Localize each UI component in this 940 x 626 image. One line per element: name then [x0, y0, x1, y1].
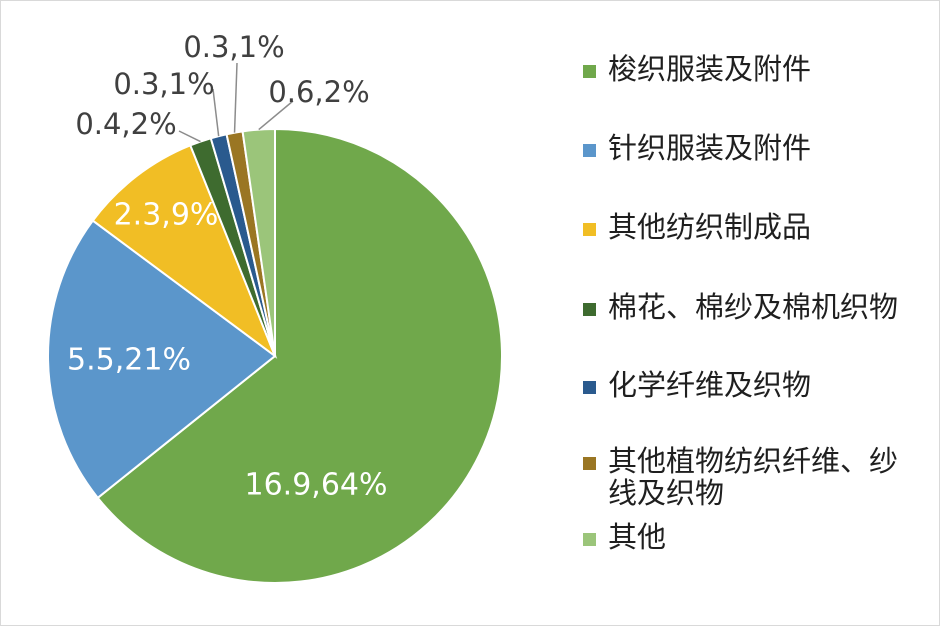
legend-item: 化学纤维及织物	[583, 369, 923, 401]
legend-item: 梭织服装及附件	[583, 53, 923, 85]
legend-swatch	[583, 457, 596, 470]
legend-item: 其他纺织制成品	[583, 211, 923, 243]
legend-item: 其他植物纺织纤维、纱线及织物	[583, 445, 923, 510]
leader-line	[212, 88, 220, 137]
leader-line	[233, 62, 238, 133]
legend-swatch	[583, 223, 596, 236]
legend-label: 其他纺织制成品	[608, 210, 812, 244]
leader-line	[258, 100, 294, 131]
data-labels: 16.9,64% 5.5,21% 2.3,9% 0.4,2% 0.3,1%0.3,1% 0…	[67, 30, 387, 503]
pie-slices	[47, 127, 503, 584]
legend-label: 针织服装及附件	[608, 131, 812, 165]
data-label: 0.6,2%	[268, 75, 369, 109]
legend-label: 棉花、棉纱及棉机织物	[608, 290, 899, 324]
pie-slice	[96, 127, 503, 584]
legend-swatch	[583, 533, 596, 546]
leader-lines	[178, 62, 294, 143]
legend-swatch	[583, 381, 596, 394]
legend-label: 梭织服装及附件	[608, 52, 812, 86]
data-label: 16.9,64%	[244, 468, 387, 503]
legend-swatch	[583, 65, 596, 78]
data-label: 0.3,1%	[183, 30, 284, 64]
legend-swatch	[583, 144, 596, 157]
legend-item: 针织服装及附件	[583, 132, 923, 164]
legend-item: 棉花、棉纱及棉机织物	[583, 291, 923, 323]
pie-slice	[47, 219, 277, 500]
legend-label: 化学纤维及织物	[608, 368, 812, 402]
legend-label: 其他植物纺织纤维、纱线及织物	[608, 444, 899, 511]
data-label: 0.3,1%	[113, 67, 214, 101]
pie-slice	[91, 144, 278, 359]
legend-label: 其他	[608, 520, 667, 554]
data-label: 5.5,21%	[67, 343, 191, 378]
legend-swatch	[583, 303, 596, 316]
legend-item: 其他	[583, 521, 923, 553]
data-label: 2.3,9%	[114, 198, 219, 233]
leader-line	[178, 130, 201, 143]
data-label: 0.4,2%	[75, 107, 176, 141]
